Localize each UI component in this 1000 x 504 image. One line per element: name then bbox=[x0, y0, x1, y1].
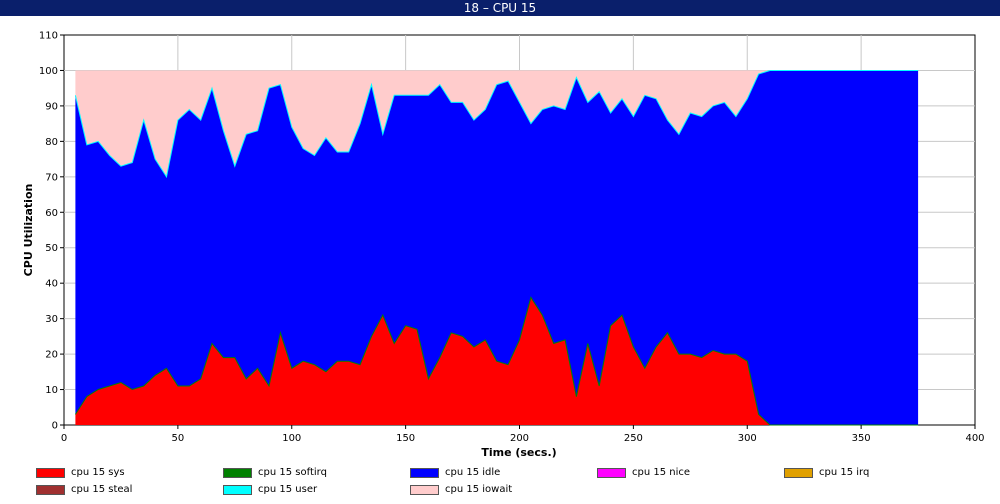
area-cpu-15-idle bbox=[75, 70, 919, 425]
y-axis-ticks: 0 10 20 30 40 50 60 70 80 90 100 110 bbox=[39, 31, 64, 432]
x-tick-label: 0 bbox=[61, 433, 67, 444]
chart-title: 18 – CPU 15 bbox=[463, 1, 537, 15]
legend-swatch bbox=[36, 468, 65, 478]
legend-item: cpu 15 user bbox=[223, 483, 317, 497]
y-tick-label: 30 bbox=[45, 314, 58, 325]
y-tick-label: 110 bbox=[39, 31, 58, 42]
x-tick-label: 250 bbox=[624, 433, 643, 444]
y-tick-label: 70 bbox=[45, 172, 58, 183]
legend-label: cpu 15 iowait bbox=[445, 484, 513, 495]
legend-label: cpu 15 nice bbox=[632, 467, 691, 478]
x-tick-label: 400 bbox=[965, 433, 984, 444]
area-cpu-15-iowait bbox=[75, 70, 919, 177]
x-tick-label: 200 bbox=[510, 433, 529, 444]
legend-swatch bbox=[597, 468, 626, 478]
legend-swatch bbox=[410, 485, 439, 495]
legend-label: cpu 15 user bbox=[258, 484, 318, 495]
chart-legend: cpu 15 sys cpu 15 softirq cpu 15 idle cpu 1… bbox=[0, 462, 1000, 502]
y-tick-label: 40 bbox=[45, 279, 58, 290]
y-tick-label: 80 bbox=[45, 137, 58, 148]
x-tick-label: 100 bbox=[282, 433, 301, 444]
legend-swatch bbox=[410, 468, 439, 478]
legend-item: cpu 15 nice bbox=[597, 466, 690, 480]
y-tick-label: 0 bbox=[52, 421, 58, 432]
line-cpu-15-user bbox=[74, 70, 919, 179]
legend-label: cpu 15 sys bbox=[71, 467, 125, 478]
cpu-utilization-chart: 0 50 100 150 200 250 300 350 400 0 10 20 30 40 50 60 70… bbox=[22, 31, 985, 460]
y-tick-label: 100 bbox=[39, 66, 58, 77]
y-tick-label: 90 bbox=[45, 101, 58, 112]
x-tick-label: 50 bbox=[172, 433, 185, 444]
legend-swatch bbox=[784, 468, 813, 478]
y-tick-label: 10 bbox=[45, 385, 58, 396]
x-tick-label: 350 bbox=[852, 433, 871, 444]
x-tick-label: 150 bbox=[396, 433, 415, 444]
x-axis-label: Time (secs.) bbox=[481, 446, 556, 459]
legend-label: cpu 15 steal bbox=[71, 484, 133, 495]
legend-item: cpu 15 softirq bbox=[223, 466, 327, 480]
legend-label: cpu 15 softirq bbox=[258, 467, 327, 478]
area-cpu-15-sys bbox=[75, 297, 919, 425]
line-cpu-15-softirq bbox=[74, 296, 919, 426]
x-tick-label: 300 bbox=[738, 433, 757, 444]
legend-swatch bbox=[36, 485, 65, 495]
legend-item: cpu 15 idle bbox=[410, 466, 500, 480]
y-axis-label: CPU Utilization bbox=[22, 184, 35, 277]
legend-item: cpu 15 sys bbox=[36, 466, 125, 480]
y-tick-label: 60 bbox=[45, 208, 58, 219]
legend-item: cpu 15 iowait bbox=[410, 483, 512, 497]
x-axis-ticks: 0 50 100 150 200 250 300 350 400 bbox=[61, 425, 985, 444]
y-tick-label: 20 bbox=[45, 350, 58, 361]
legend-label: cpu 15 idle bbox=[445, 467, 501, 478]
legend-swatch bbox=[223, 468, 252, 478]
legend-label: cpu 15 irq bbox=[819, 467, 870, 478]
legend-swatch bbox=[223, 485, 252, 495]
y-tick-label: 50 bbox=[45, 243, 58, 254]
chart-title-bar: 18 – CPU 15 bbox=[0, 0, 1000, 16]
legend-item: cpu 15 irq bbox=[784, 466, 869, 480]
stacked-areas bbox=[74, 70, 919, 426]
legend-item: cpu 15 steal bbox=[36, 483, 132, 497]
